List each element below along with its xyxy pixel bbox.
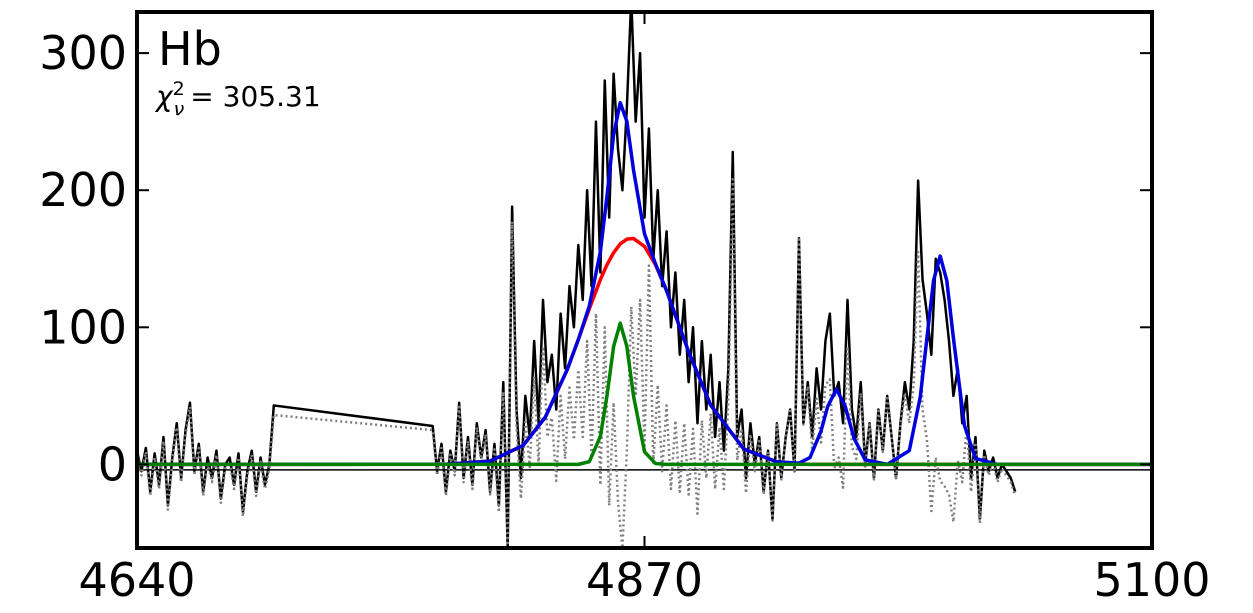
stat-text: = 305.31 — [190, 80, 320, 113]
y-tick-label: 200 — [39, 163, 127, 217]
y-tick-label: 0 — [98, 437, 127, 491]
y-tick-label: 300 — [39, 26, 127, 80]
x-tick-label: 5100 — [1093, 553, 1210, 607]
spectrum-line — [137, 101, 1152, 467]
x-tick-label: 4870 — [586, 553, 703, 607]
x-tick-label: 4640 — [78, 553, 195, 607]
plot-area — [137, 12, 1152, 548]
spectrum-line — [137, 177, 1017, 548]
spectrum-line — [137, 321, 1152, 467]
stat-symbol: χ — [154, 80, 174, 113]
y-tick-label: 100 — [39, 300, 127, 354]
fit-statistic: χ2 ν = 305.31 — [154, 78, 321, 120]
stat-subscript: ν — [174, 98, 185, 120]
line-label: Hb — [158, 22, 222, 76]
stat-superscript: 2 — [173, 78, 185, 100]
